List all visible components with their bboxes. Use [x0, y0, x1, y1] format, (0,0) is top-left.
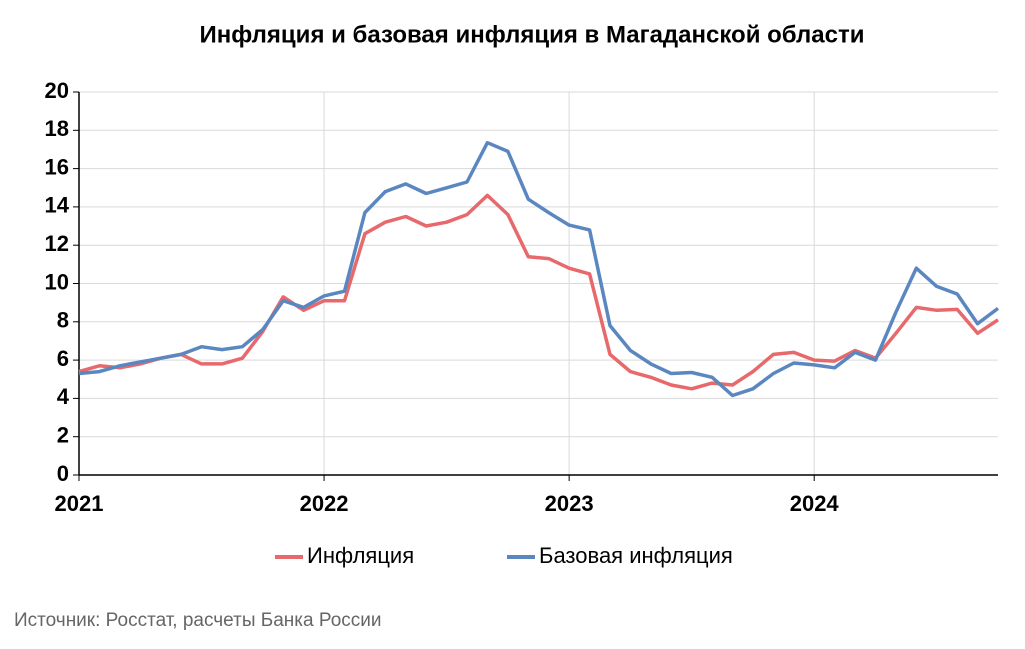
y-tick-label: 16	[45, 154, 69, 179]
y-tick-label: 0	[57, 461, 69, 486]
x-tick-label: 2024	[790, 491, 840, 516]
y-tick-label: 10	[45, 269, 69, 294]
x-tick-label: 2021	[55, 491, 104, 516]
y-tick-label: 2	[57, 423, 69, 448]
x-tick-label: 2022	[300, 491, 349, 516]
y-tick-label: 14	[45, 193, 70, 218]
legend-label: Базовая инфляция	[539, 543, 733, 568]
series-line	[78, 140, 1000, 398]
y-tick-label: 12	[45, 231, 69, 256]
y-tick-label: 6	[57, 346, 69, 371]
series-line	[78, 193, 999, 391]
y-tick-label: 18	[45, 116, 69, 141]
legend-label: Инфляция	[307, 543, 414, 568]
y-tick-label: 4	[57, 384, 70, 409]
y-tick-label: 8	[57, 308, 69, 333]
source-note: Источник: Росстат, расчеты Банка России	[14, 610, 382, 631]
chart-title: Инфляция и базовая инфляция в Магаданско…	[200, 21, 865, 48]
x-tick-label: 2023	[545, 491, 594, 516]
y-tick-label: 20	[45, 78, 69, 103]
